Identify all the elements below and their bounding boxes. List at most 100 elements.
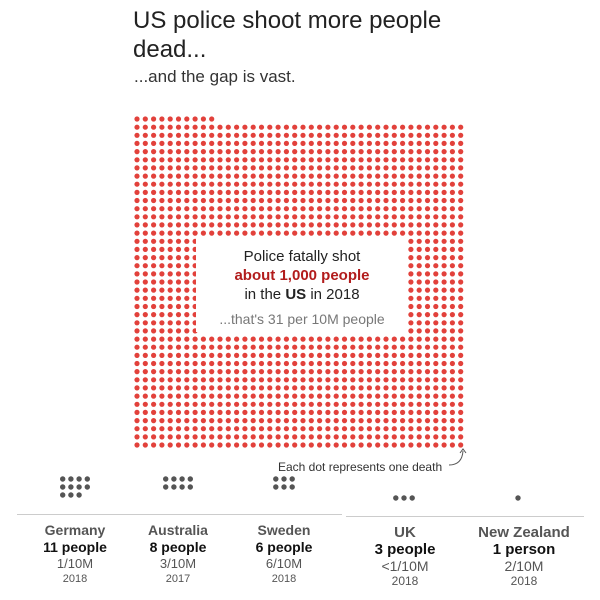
us-death-dot	[142, 369, 148, 375]
us-death-dot	[449, 312, 455, 318]
us-death-dot	[383, 230, 389, 236]
us-death-dot	[134, 328, 140, 334]
us-death-dot	[267, 181, 273, 187]
us-death-dot	[283, 344, 289, 350]
us-death-dot	[200, 157, 206, 163]
us-death-dot	[250, 409, 256, 415]
us-death-dot	[134, 124, 140, 130]
us-death-dot	[159, 181, 165, 187]
callout-country: US	[285, 286, 307, 303]
us-death-dot	[400, 157, 406, 163]
us-death-dot	[391, 124, 397, 130]
us-death-dot	[408, 320, 414, 326]
us-death-dot	[267, 336, 273, 342]
us-death-dot	[350, 140, 356, 146]
us-death-dot	[350, 418, 356, 424]
us-death-dot	[134, 303, 140, 310]
country-death-dot	[60, 484, 66, 490]
us-death-dot	[134, 434, 140, 440]
us-death-dot	[283, 132, 289, 138]
us-death-dot	[217, 149, 223, 155]
us-death-dot	[167, 426, 173, 432]
country-rate: 1/10M	[56, 556, 94, 571]
country-death-dot	[76, 492, 82, 498]
us-death-dot	[184, 360, 190, 367]
us-death-dot	[200, 149, 206, 155]
us-death-dot	[151, 352, 157, 358]
us-death-dot	[167, 418, 173, 424]
us-death-dot	[458, 238, 464, 244]
us-death-dot	[242, 360, 248, 367]
us-death-dot	[383, 344, 389, 350]
us-death-dot	[200, 140, 206, 146]
us-death-dot	[400, 189, 406, 195]
us-death-dot	[292, 165, 298, 171]
us-death-dot	[292, 409, 298, 415]
us-death-dot	[134, 206, 140, 212]
us-death-dot	[159, 303, 165, 310]
us-death-dot	[391, 393, 397, 399]
us-death-dot	[449, 287, 455, 293]
us-death-dot	[391, 369, 397, 375]
us-death-dot	[383, 434, 389, 440]
us-death-dot	[358, 165, 364, 171]
us-death-dot	[134, 385, 140, 391]
us-death-dot	[250, 206, 256, 212]
us-death-dot	[416, 206, 422, 212]
us-death-dot	[142, 157, 148, 163]
us-death-dot	[458, 426, 464, 432]
us-death-dot	[234, 230, 240, 236]
us-death-dot	[242, 214, 248, 220]
us-death-dot	[267, 409, 273, 415]
us-death-dot	[159, 385, 165, 391]
us-death-dot	[200, 336, 206, 342]
us-death-dot	[433, 426, 439, 432]
us-death-dot	[400, 409, 406, 415]
country-count: 6 people	[255, 539, 313, 555]
us-death-dot	[375, 344, 381, 350]
us-death-dot	[167, 165, 173, 171]
us-death-dot	[383, 149, 389, 155]
us-death-dot	[151, 360, 157, 367]
us-death-dot	[225, 230, 231, 236]
us-death-dot	[134, 214, 140, 220]
us-death-dot	[408, 328, 414, 334]
us-death-dot	[250, 377, 256, 383]
us-death-dot	[358, 230, 364, 236]
us-death-dot	[424, 271, 431, 277]
us-death-dot	[350, 426, 356, 432]
us-death-dot	[250, 132, 256, 138]
us-death-dot	[267, 344, 273, 350]
us-death-dot	[142, 222, 148, 228]
us-death-dot	[408, 255, 414, 261]
us-death-dot	[333, 189, 339, 195]
us-death-dot	[308, 393, 314, 399]
us-death-dot	[142, 230, 148, 236]
us-death-dot	[292, 377, 298, 383]
us-death-dot	[175, 197, 182, 204]
country-year: 2017	[165, 573, 191, 585]
us-death-dot	[151, 197, 157, 204]
us-death-dot	[416, 124, 422, 130]
country-death-dot	[409, 495, 415, 501]
us-death-dot	[275, 360, 281, 367]
us-death-dot	[366, 393, 372, 399]
us-death-dot	[433, 255, 439, 261]
us-death-dot	[267, 132, 273, 138]
us-death-dot	[424, 181, 431, 187]
us-death-dot	[458, 263, 464, 269]
us-death-dot	[151, 238, 157, 244]
us-death-dot	[184, 320, 190, 326]
us-death-dot	[308, 426, 314, 432]
us-death-dot	[167, 263, 173, 269]
us-death-dot	[184, 385, 190, 391]
us-death-dot	[416, 230, 422, 236]
us-death-dot	[358, 214, 364, 220]
us-death-dot	[217, 393, 223, 399]
us-death-dot	[292, 442, 298, 448]
country-death-dot	[171, 476, 177, 482]
us-death-dot	[416, 377, 422, 383]
us-death-dot	[383, 157, 389, 163]
us-death-dot	[184, 426, 190, 432]
us-death-dot	[292, 434, 298, 440]
